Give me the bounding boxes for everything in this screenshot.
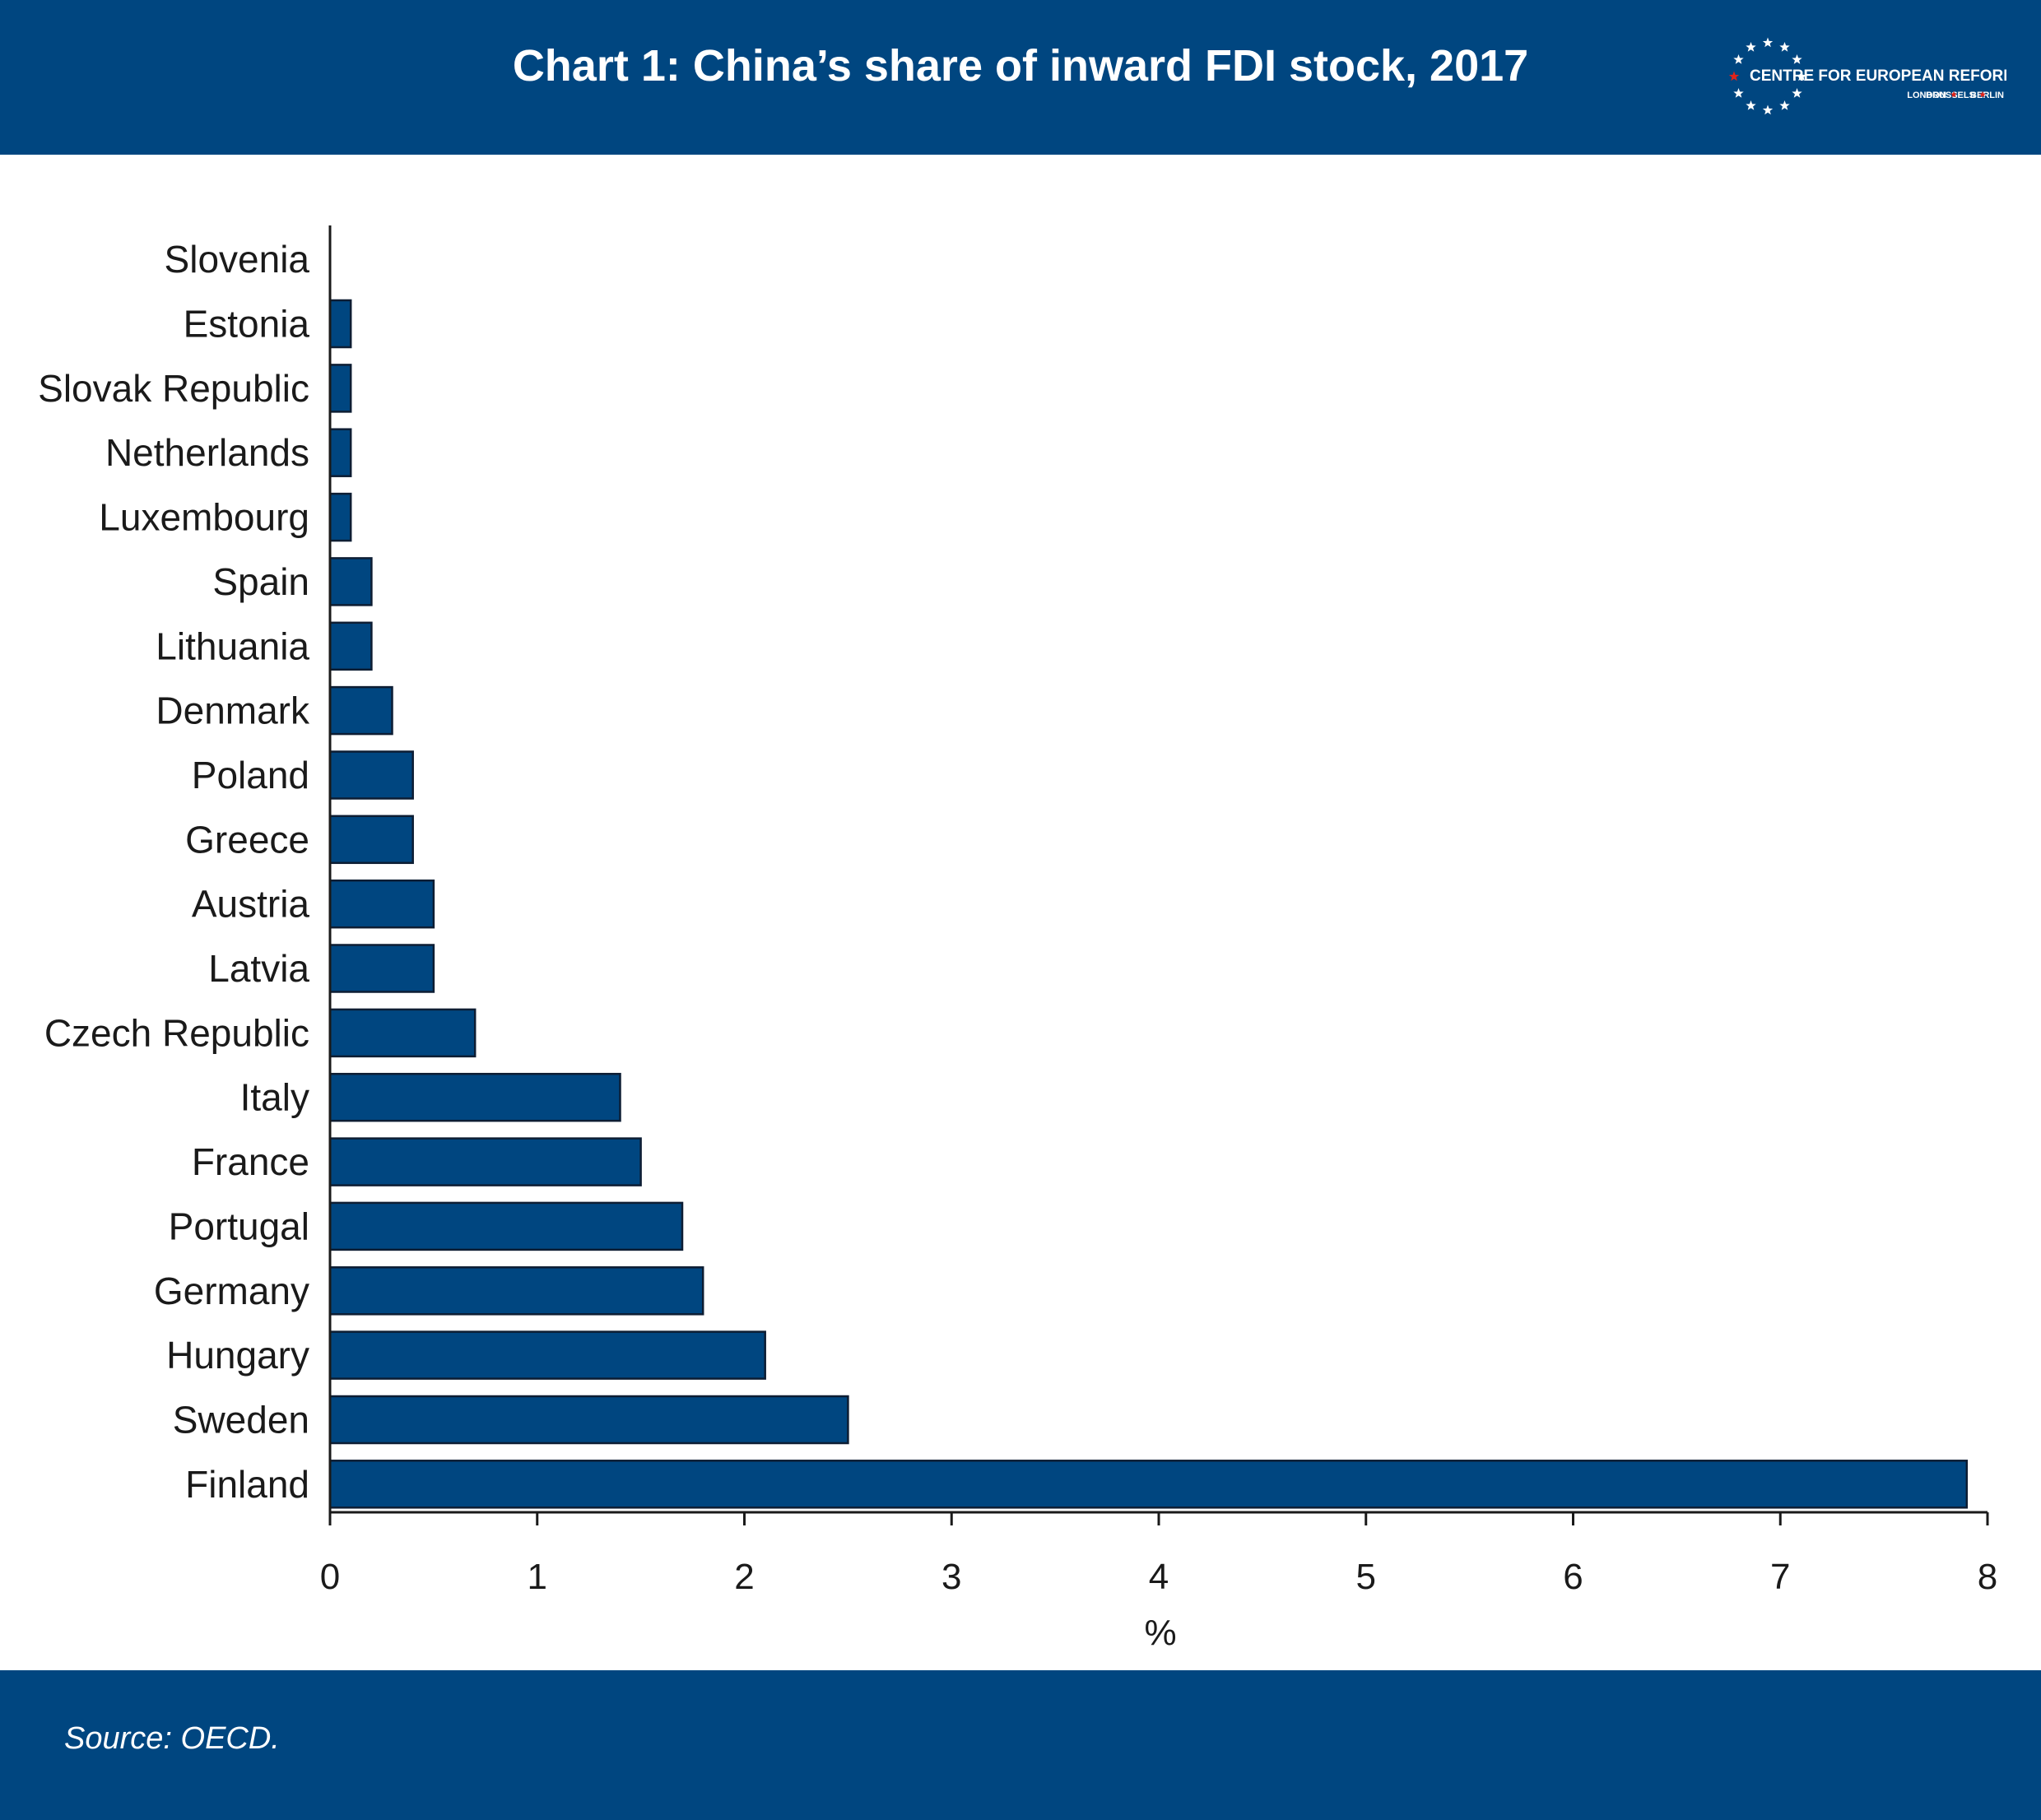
category-label-sweden: Sweden <box>173 1399 309 1442</box>
logo-star <box>1762 104 1774 115</box>
logo-star <box>1746 41 1756 52</box>
logo-star <box>1792 54 1802 64</box>
logo-separator-star <box>1979 91 1986 98</box>
bar-germany <box>328 1266 704 1316</box>
logo-star <box>1779 41 1790 52</box>
category-label-lithuania: Lithuania <box>156 624 309 667</box>
bar-austria <box>328 879 435 929</box>
category-label-greece: Greece <box>185 818 309 861</box>
logo-star <box>1779 100 1790 110</box>
bar-poland <box>328 750 414 800</box>
logo-name: CENTRE FOR EUROPEAN REFORM <box>1750 67 2006 85</box>
bar-estonia <box>328 299 352 349</box>
logo-star <box>1762 37 1774 48</box>
bar-latvia <box>328 944 435 993</box>
logo-separator-star <box>1950 91 1957 98</box>
bar-hungary <box>328 1330 766 1380</box>
source-note: Source: OECD. <box>64 1721 280 1756</box>
logo-cities: LONDON BRUSSELS BERLIN <box>1907 91 2004 100</box>
logo-star <box>1796 71 1807 81</box>
bar-sweden <box>328 1395 849 1445</box>
bar-chart: Slovenia Estonia Slovak Republic Netherland… <box>38 225 1997 1653</box>
bar-portugal <box>328 1201 684 1251</box>
category-label-italy: Italy <box>240 1076 309 1119</box>
category-label-finland: Finland <box>185 1463 309 1506</box>
x-tick-label-2: 2 <box>734 1557 754 1597</box>
logo-star <box>1728 71 1740 81</box>
logo-stars-ring <box>1728 37 1807 115</box>
bar-denmark <box>328 685 393 736</box>
bar-slovak-republic <box>328 364 352 413</box>
x-tick-label-1: 1 <box>528 1557 547 1597</box>
category-label-austria: Austria <box>192 883 310 926</box>
category-label-france: France <box>192 1140 309 1183</box>
chart-title: Chart 1: China’s share of inward FDI sto… <box>512 41 1529 91</box>
logo-city-berlin: BERLIN <box>1970 91 2004 100</box>
category-label-germany: Germany <box>154 1270 309 1312</box>
category-label-estonia: Estonia <box>184 303 310 346</box>
bar-finland <box>328 1460 1969 1509</box>
category-label-hungary: Hungary <box>166 1334 309 1377</box>
category-label-denmark: Denmark <box>156 689 310 732</box>
category-label-spain: Spain <box>212 560 309 603</box>
logo-star <box>1792 88 1802 98</box>
bar-spain <box>328 557 373 606</box>
x-tick-label-3: 3 <box>941 1557 961 1597</box>
x-tick-label-0: 0 <box>320 1557 340 1597</box>
x-axis-ticks: 0 1 2 3 4 5 6 7 8 <box>320 1512 1997 1597</box>
category-label-portugal: Portugal <box>169 1205 309 1247</box>
category-label-slovenia: Slovenia <box>165 238 310 281</box>
logo-star <box>1733 88 1744 98</box>
x-tick-label-5: 5 <box>1356 1557 1376 1597</box>
logo-city-london: LONDON <box>1907 91 1946 100</box>
bar-lithuania <box>328 621 373 671</box>
logo-city-separators <box>1950 91 1986 98</box>
axes <box>328 225 1988 1525</box>
bar-czech-republic <box>328 1008 477 1058</box>
category-label-czech-republic: Czech Republic <box>44 1011 309 1054</box>
category-label-poland: Poland <box>192 754 309 796</box>
category-label-latvia: Latvia <box>208 947 309 990</box>
x-axis-label: % <box>1144 1613 1176 1653</box>
cer-logo: CENTRE FOR EUROPEAN REFORM LONDON BRUSSE… <box>1728 37 2006 115</box>
category-label-slovak-republic: Slovak Republic <box>38 367 309 410</box>
footer-band: Source: OECD. <box>0 1670 2041 1820</box>
bars-group <box>328 299 1969 1509</box>
category-label-luxembourg: Luxembourg <box>99 496 309 539</box>
category-labels: Slovenia Estonia Slovak Republic Netherland… <box>38 238 310 1506</box>
x-tick-label-8: 8 <box>1978 1557 1997 1597</box>
logo-star <box>1733 54 1744 64</box>
bar-italy <box>328 1072 621 1122</box>
bar-greece <box>328 815 414 865</box>
x-tick-label-7: 7 <box>1770 1557 1790 1597</box>
category-label-netherlands: Netherlands <box>105 431 309 474</box>
bar-luxembourg <box>328 492 352 542</box>
x-tick-label-6: 6 <box>1563 1557 1583 1597</box>
bar-france <box>328 1137 642 1186</box>
x-tick-label-4: 4 <box>1149 1557 1169 1597</box>
header-band: Chart 1: China’s share of inward FDI sto… <box>0 0 2041 155</box>
logo-city-brussels: BRUSSELS <box>1926 91 1975 100</box>
bar-netherlands <box>328 428 352 477</box>
logo-star <box>1746 100 1756 110</box>
